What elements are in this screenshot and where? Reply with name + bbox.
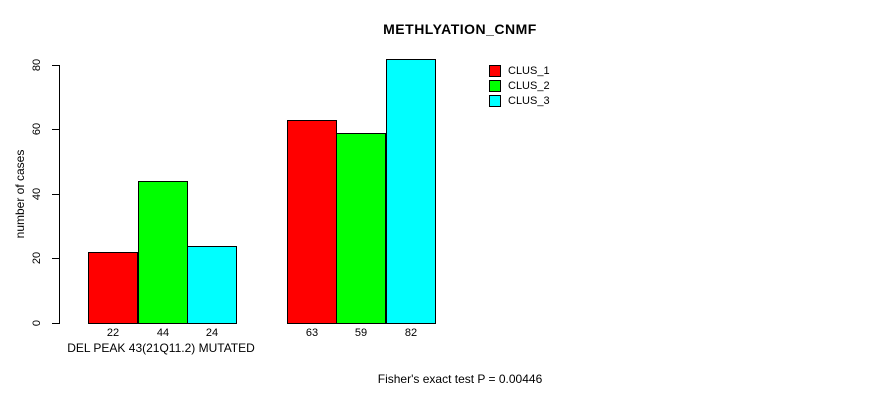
legend-swatch-icon xyxy=(489,64,501,77)
y-tick-label: 60 xyxy=(31,122,43,136)
y-tick xyxy=(52,65,60,66)
x-axis-title: DEL PEAK 43(21Q11.2) MUTATED xyxy=(67,341,255,355)
legend: CLUS_1 CLUS_2 CLUS_3 xyxy=(489,63,550,108)
y-tick-label: 20 xyxy=(31,251,43,265)
legend-swatch-icon xyxy=(489,94,501,107)
fisher-test-annotation: Fisher's exact test P = 0.00446 xyxy=(377,372,543,386)
bar-value-label: 59 xyxy=(354,327,368,339)
bar-clus_2-group2 xyxy=(336,133,386,324)
legend-item-clus_3: CLUS_3 xyxy=(489,93,550,108)
bar-value-label: 24 xyxy=(205,327,219,339)
bar-clus_3-group2 xyxy=(386,59,436,324)
y-tick-label: 80 xyxy=(31,58,43,72)
chart-title: METHLYATION_CNMF xyxy=(383,21,537,37)
y-tick-label: 0 xyxy=(31,319,43,327)
legend-item-clus_1: CLUS_1 xyxy=(489,63,550,78)
y-axis-title: number of cases xyxy=(13,149,27,239)
bar-value-label: 63 xyxy=(305,327,319,339)
legend-swatch-icon xyxy=(489,79,501,92)
y-tick-label: 40 xyxy=(31,187,43,201)
y-tick xyxy=(52,194,60,195)
legend-label: CLUS_2 xyxy=(508,79,550,92)
bar-value-label: 44 xyxy=(156,327,170,339)
bar-clus_1-group2 xyxy=(287,120,337,324)
legend-item-clus_2: CLUS_2 xyxy=(489,78,550,93)
y-tick xyxy=(52,129,60,130)
y-tick xyxy=(52,323,60,324)
bar-value-label: 22 xyxy=(106,327,120,339)
bar-clus_2-group1 xyxy=(138,181,188,324)
bar-clus_3-group1 xyxy=(187,246,237,324)
legend-label: CLUS_3 xyxy=(508,94,550,107)
y-tick xyxy=(52,258,60,259)
bar-value-label: 82 xyxy=(404,327,418,339)
legend-label: CLUS_1 xyxy=(508,64,550,77)
bar-clus_1-group1 xyxy=(88,252,138,324)
